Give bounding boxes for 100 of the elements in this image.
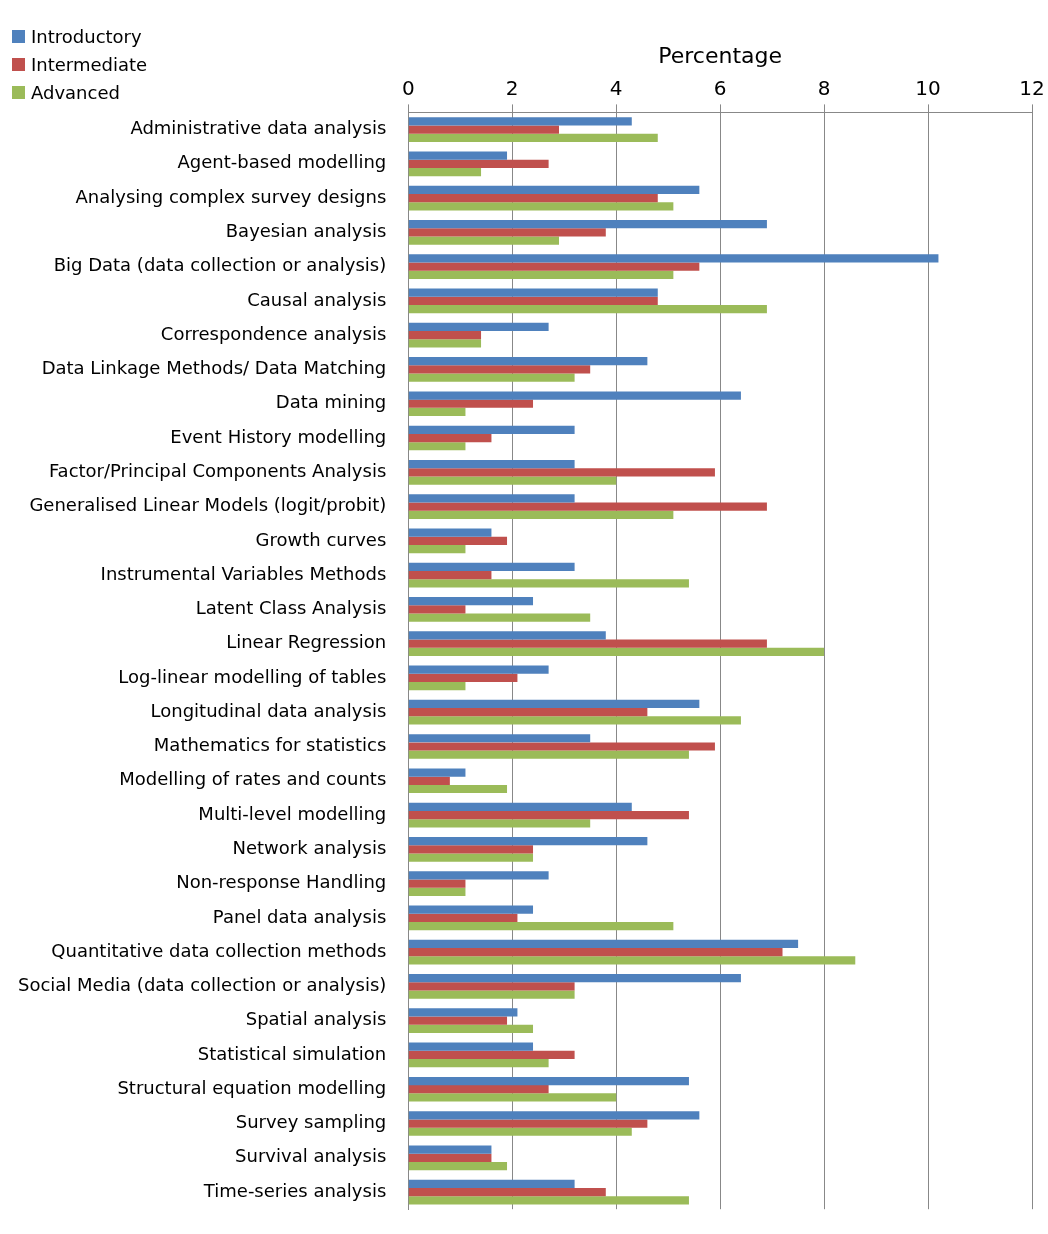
y-tick-label: Spatial analysis — [245, 1008, 387, 1030]
bar — [408, 708, 648, 717]
bar — [408, 1050, 575, 1060]
y-tick-label: Structural equation modelling — [117, 1076, 387, 1098]
bar — [408, 228, 606, 237]
x-tick-label: 6 — [713, 75, 727, 100]
bar — [408, 433, 492, 443]
bar — [408, 1016, 508, 1025]
bar — [408, 1179, 575, 1188]
bar — [408, 133, 658, 142]
y-tick-label: Social Media (data collection or analysis) — [18, 974, 387, 996]
y-tick-label: Growth curves — [255, 528, 387, 550]
bar — [408, 1153, 492, 1162]
bar — [408, 159, 549, 168]
bar — [408, 236, 560, 245]
bar — [408, 1042, 534, 1051]
y-tick-label: Statistical simulation — [197, 1042, 387, 1064]
x-tick-label: 0 — [401, 75, 415, 100]
bar — [408, 391, 741, 400]
bar — [408, 665, 549, 674]
bar — [408, 1024, 534, 1034]
y-tick-label: Multi-level modelling — [198, 802, 387, 824]
bar — [408, 399, 534, 408]
bar — [408, 167, 482, 177]
bar — [408, 1008, 518, 1017]
bar — [408, 845, 534, 854]
bar — [408, 699, 700, 709]
x-tick-label: 12 — [1019, 75, 1045, 100]
y-tick-label: Linear Regression — [226, 631, 387, 653]
bar — [408, 425, 575, 434]
y-tick-label: Latent Class Analysis — [195, 597, 387, 619]
bar — [408, 1093, 617, 1102]
bar — [408, 939, 799, 949]
y-tick-label: Data mining — [275, 391, 387, 413]
bar — [408, 270, 674, 279]
y-tick-label: Modelling of rates and counts — [119, 768, 387, 790]
bar — [408, 853, 534, 862]
bar — [408, 442, 466, 451]
y-tick-label: Correspondence analysis — [160, 322, 387, 344]
bar — [408, 921, 674, 931]
bar — [408, 562, 575, 571]
x-tick-label: 4 — [609, 75, 623, 100]
bar — [408, 125, 560, 134]
bar — [408, 528, 492, 537]
bar — [408, 871, 549, 880]
x-tick-label: 8 — [817, 75, 831, 100]
bar — [408, 220, 767, 229]
bar — [408, 185, 700, 194]
bar — [408, 1127, 632, 1136]
bar — [408, 776, 450, 785]
y-tick-label: Log-linear modelling of tables — [118, 665, 387, 687]
bar — [408, 1161, 508, 1171]
bar — [408, 365, 591, 374]
y-tick-label: Administrative data analysis — [130, 117, 387, 139]
bar — [408, 151, 508, 160]
bar — [408, 990, 575, 999]
bar — [408, 948, 783, 957]
bar — [408, 631, 606, 640]
bar — [408, 673, 518, 683]
bar — [408, 605, 466, 614]
bar — [408, 639, 767, 648]
bar — [408, 202, 674, 211]
x-tick-label: 10 — [915, 75, 941, 100]
y-tick-label: Agent-based modelling — [177, 151, 387, 173]
bar — [408, 1076, 689, 1086]
bar — [408, 288, 658, 297]
bar — [408, 1085, 549, 1094]
bar — [408, 254, 939, 263]
bar — [408, 956, 856, 965]
bar — [408, 819, 591, 828]
bar — [408, 802, 632, 811]
bar — [408, 810, 689, 820]
bar — [408, 117, 632, 126]
bar — [408, 734, 591, 743]
bar — [408, 1059, 549, 1068]
x-axis-title: Percentage — [658, 42, 783, 68]
bar — [408, 193, 658, 203]
bar — [408, 742, 715, 751]
bar — [408, 571, 492, 580]
bar — [408, 1145, 492, 1154]
bar — [408, 1196, 689, 1205]
y-tick-label: Non-response Handling — [176, 871, 387, 893]
y-tick-label: Generalised Linear Models (logit/probit) — [29, 494, 387, 516]
y-tick-label: Quantitative data collection methods — [51, 939, 387, 961]
y-tick-label: Causal analysis — [247, 288, 387, 310]
bar — [408, 836, 648, 846]
legend-label: Introductory — [31, 25, 142, 47]
bar — [408, 296, 658, 306]
bar — [408, 613, 591, 622]
legend-label: Advanced — [31, 81, 120, 103]
bar — [408, 716, 741, 725]
bar — [408, 407, 466, 417]
bar — [408, 647, 825, 656]
x-tick-label: 2 — [505, 75, 519, 100]
bar — [408, 982, 575, 991]
bar — [408, 682, 466, 691]
bar — [408, 476, 617, 485]
bar — [408, 331, 482, 340]
bar — [408, 1187, 606, 1197]
bar — [408, 357, 648, 366]
